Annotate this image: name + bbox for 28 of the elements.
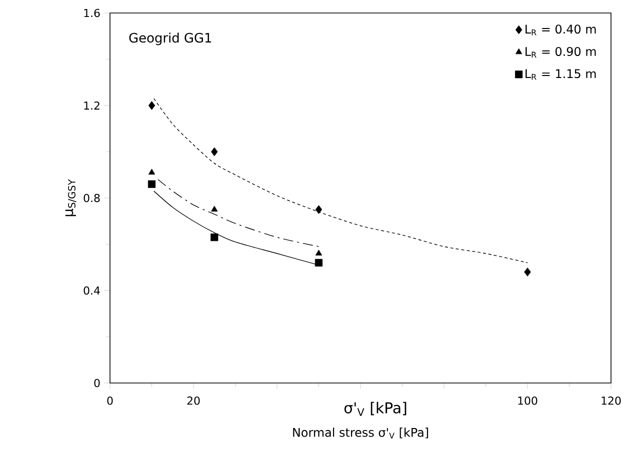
point — [315, 205, 322, 214]
point — [148, 101, 156, 110]
legend-label: L$_{R}$ = 1.15 m — [526, 69, 596, 80]
x-axis-title: Normal stress σ'$_{V}$ [kPa] — [293, 428, 428, 439]
point — [315, 250, 322, 256]
line-series — [158, 179, 320, 247]
text: σ'$_{V}$ [kPa] — [344, 402, 406, 416]
y-tick-label: 0.8 — [84, 194, 100, 202]
point — [211, 147, 218, 156]
line-series — [153, 98, 528, 264]
y-tick-label: 1.2 — [84, 101, 100, 110]
legend-label: L$_{R}$ = 0.90 m — [526, 46, 596, 58]
y-tick-label: 0 — [94, 378, 100, 388]
y-tick-label: 1.6 — [84, 8, 100, 18]
legend-label: L$_{R}$ = 0.40 m — [526, 24, 596, 36]
x-tick-label: 100 — [518, 396, 538, 405]
annotation: Geogrid GG1 — [129, 32, 212, 46]
x-tick-label: 0 — [107, 396, 113, 405]
point — [211, 206, 218, 212]
point — [210, 234, 218, 242]
x-tick-label: 120 — [602, 396, 621, 405]
point — [148, 180, 156, 188]
x-tick-label: 20 — [187, 396, 200, 405]
point — [148, 168, 156, 175]
y-axis-title: μ$_{S/GSY}$ — [65, 179, 76, 216]
y-tick-label: 0.4 — [84, 286, 100, 295]
point — [524, 268, 531, 276]
point — [314, 258, 323, 267]
